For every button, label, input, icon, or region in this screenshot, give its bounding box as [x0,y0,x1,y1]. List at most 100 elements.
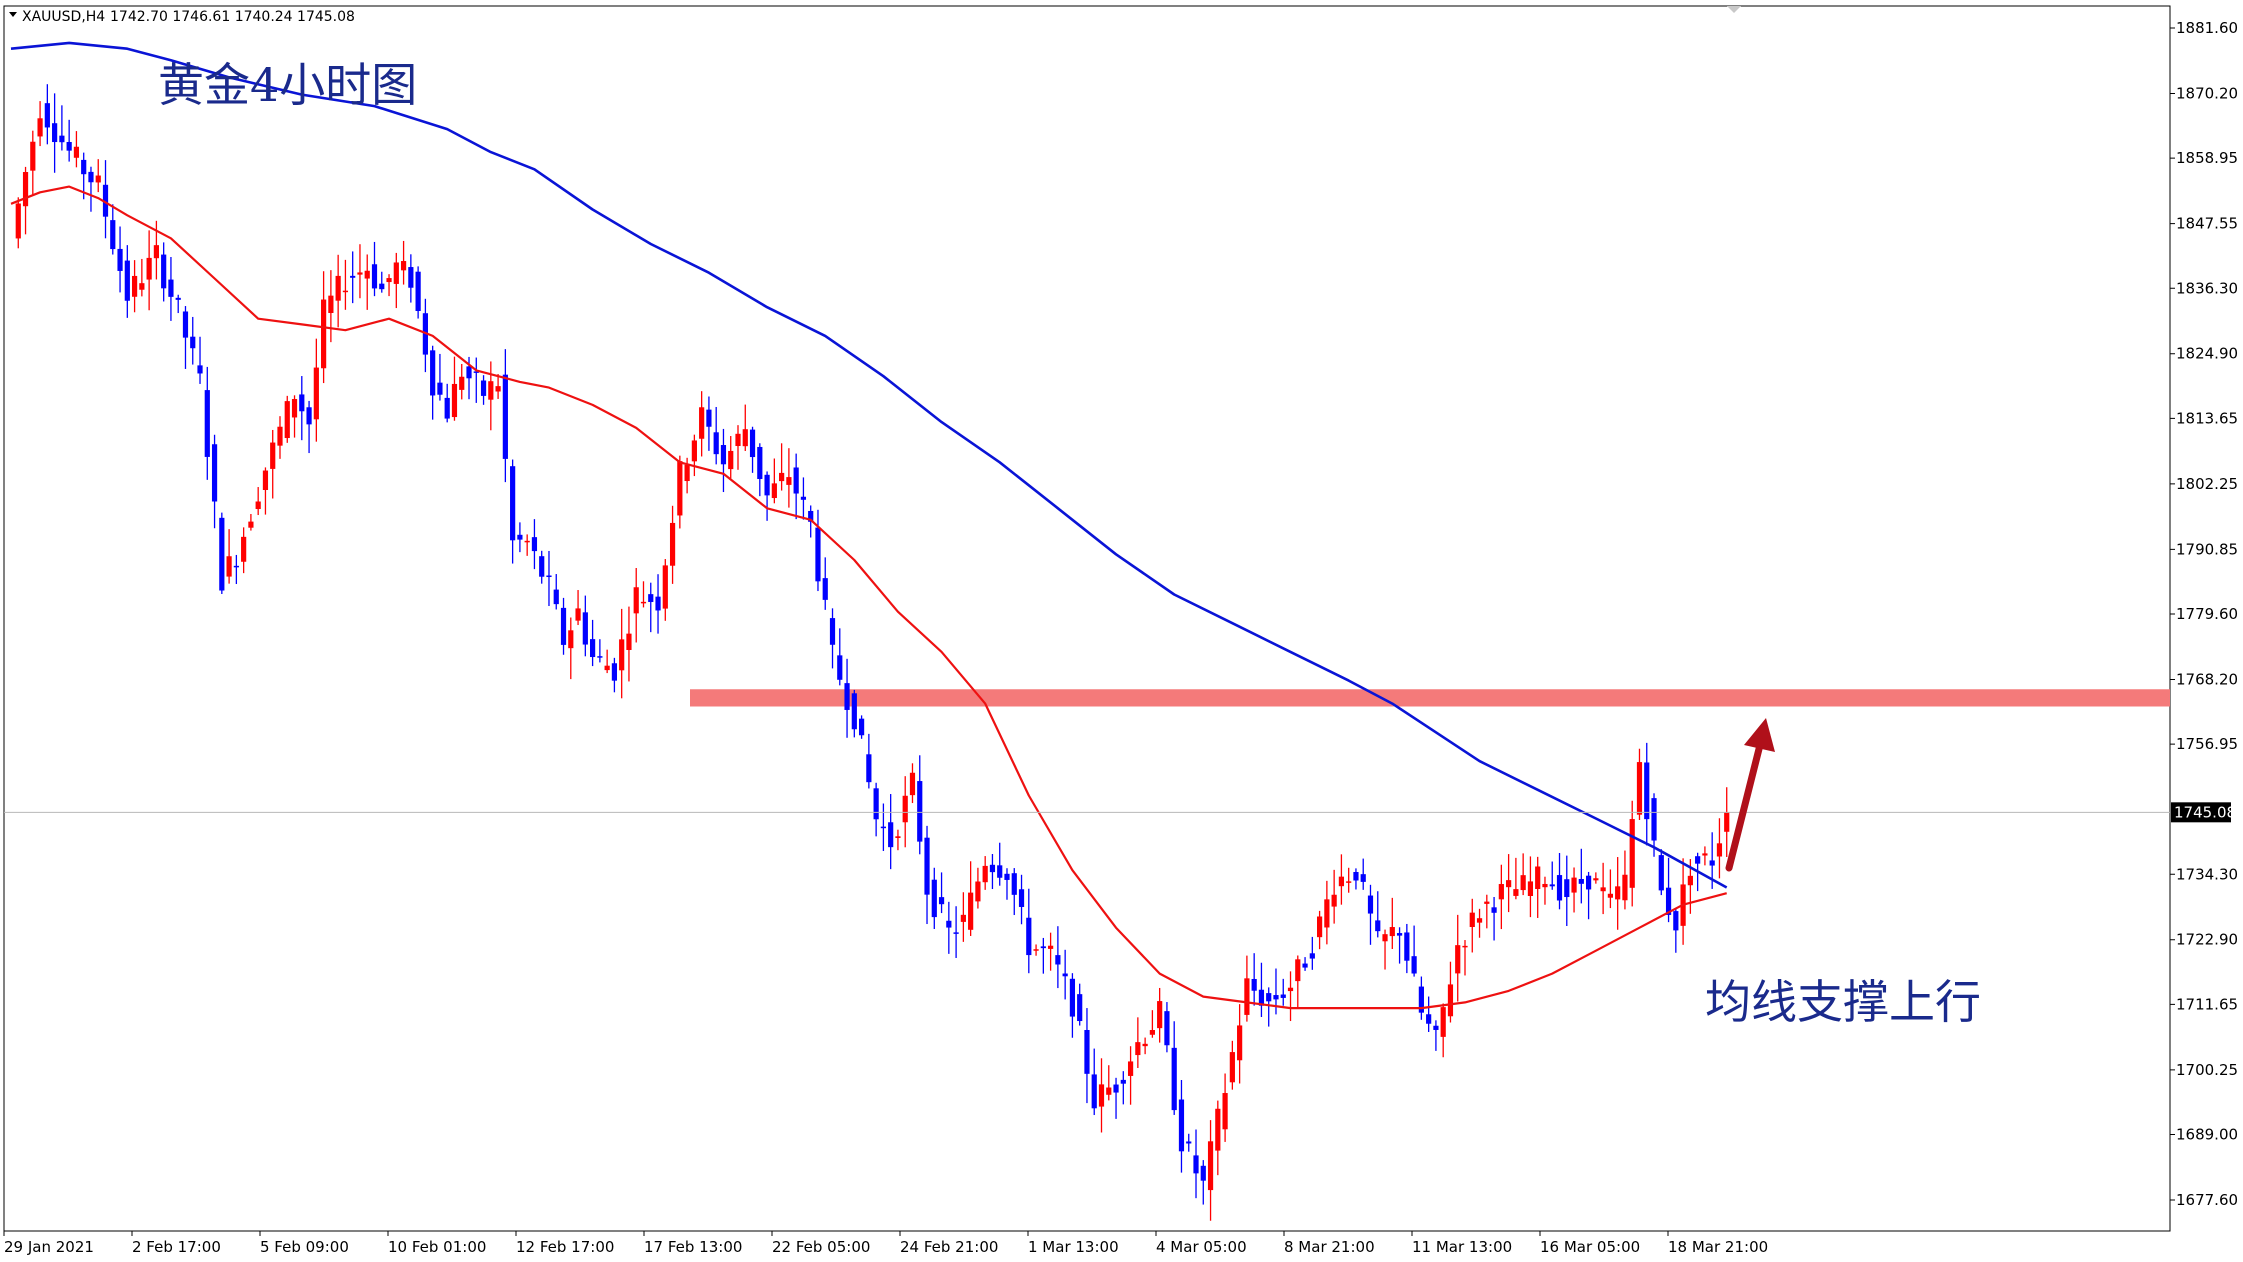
candle [255,487,261,516]
candle [1724,787,1730,857]
candle [1629,800,1635,907]
candle [1506,854,1512,913]
candle [655,574,661,634]
candle [66,119,72,162]
candle [1346,867,1352,893]
ma-fast-line [10,185,1727,1010]
candle [648,582,654,633]
x-tick-label: 1 Mar 13:00 [1028,1238,1119,1256]
candle [880,803,886,851]
candle [640,581,647,608]
candle [313,338,319,442]
candle [175,294,181,314]
candle [851,689,857,738]
candle [909,763,916,804]
dropdown-triangle-icon[interactable] [9,12,17,17]
y-tick-label: 1881.60 [2176,19,2238,37]
candle [1476,908,1483,938]
candle [582,595,588,657]
candle [1295,955,1301,1008]
candle [1193,1129,1199,1199]
y-tick-label: 1870.20 [2176,84,2238,102]
candle [1077,983,1083,1026]
candle [1149,1010,1155,1038]
resistance-zone-layer [690,689,2170,707]
candle [1266,987,1272,1027]
candle [168,256,174,321]
candle [1716,818,1723,879]
candle [1127,1046,1134,1105]
candles-layer [15,84,1730,1221]
candle [1644,742,1650,846]
candle [720,428,727,493]
candle [1607,869,1613,909]
y-tick-label: 1700.25 [2176,1061,2238,1079]
candle [1142,1037,1148,1055]
candle [1106,1065,1112,1101]
candle [386,274,392,297]
candle [226,529,232,584]
candle [888,794,894,870]
candle [73,131,80,168]
candle [1120,1071,1126,1105]
candle [1440,1003,1446,1058]
candle [946,901,952,954]
candle [764,471,770,521]
chart-title-annotation: 黄金4小时图 [158,58,417,112]
candle [1433,1020,1439,1051]
y-tick-label: 1722.90 [2176,931,2238,949]
x-tick-label: 2 Feb 17:00 [132,1238,221,1256]
candle [1215,1100,1221,1176]
y-tick-label: 1790.85 [2176,540,2238,558]
candle [1549,861,1555,890]
candle [960,892,966,942]
candle [1258,962,1265,1017]
candle [793,453,799,520]
current-price-tag [2171,802,2231,823]
candle [968,861,974,936]
candle [1411,925,1417,977]
candle [15,197,21,249]
candle [873,782,879,837]
candle [131,260,138,313]
x-tick-label: 4 Mar 05:00 [1156,1238,1247,1256]
x-tick-label: 22 Feb 05:00 [772,1238,870,1256]
candle [553,574,559,610]
candle [1113,1077,1119,1119]
x-tick-label: 16 Mar 05:00 [1540,1238,1640,1256]
candle [902,776,908,848]
candle [815,509,821,592]
candle [749,426,756,473]
candle [1222,1073,1228,1142]
candle [124,245,130,318]
candle [204,366,210,480]
x-tick-label: 11 Mar 13:00 [1412,1238,1512,1256]
candle [473,357,479,403]
candle [1251,953,1257,1006]
candle [786,448,792,508]
candle [924,825,930,925]
scroll-marker-icon[interactable] [1727,6,1741,13]
candle [1098,1058,1105,1133]
candle [1404,923,1410,974]
candle [771,458,777,504]
candle [328,270,334,343]
candle [480,375,487,405]
candle [917,755,923,855]
candle [1026,888,1032,974]
candle [1360,858,1366,890]
candle [1447,961,1454,1023]
candle [1556,853,1563,910]
candle [1484,894,1490,929]
candle [502,349,508,483]
candle [95,159,101,193]
candle [451,356,458,421]
candle [1091,1048,1097,1116]
y-tick-label: 1689.00 [2176,1126,2238,1144]
candle [342,259,349,310]
candle [37,101,43,147]
resistance-zone [690,689,2170,707]
y-tick-label: 1836.30 [2176,279,2238,297]
candle [590,619,596,667]
